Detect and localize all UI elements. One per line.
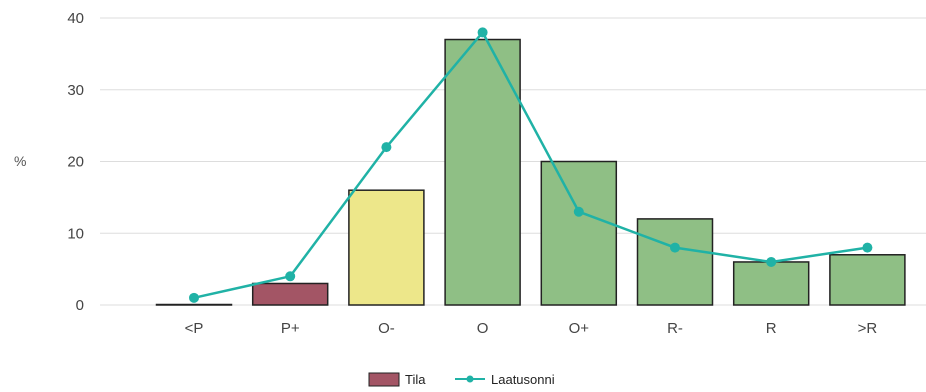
y-axis-label: % (14, 153, 26, 169)
data-point (381, 142, 392, 153)
data-point (189, 292, 199, 303)
x-tick-label: P+ (281, 320, 300, 337)
bar (636, 218, 714, 306)
data-point (573, 206, 584, 217)
legend-swatch-tila (368, 372, 400, 387)
y-axis-ticks: 0 10 20 30 40 (67, 10, 84, 314)
bar (155, 303, 233, 306)
legend-swatch-laatusonni-marker (466, 375, 474, 383)
bar-series (155, 38, 906, 306)
legend-label-tila: Tila (405, 372, 426, 387)
x-tick-label: R- (667, 320, 683, 337)
bar (829, 254, 906, 306)
y-tick-label: 30 (67, 82, 84, 99)
x-tick-label: R (766, 320, 777, 337)
y-tick-label: 0 (76, 297, 84, 314)
bar (540, 160, 618, 306)
bar (251, 282, 329, 306)
data-point (285, 271, 296, 282)
legend-label-laatusonni: Laatusonni (491, 372, 555, 387)
series-line (193, 30, 868, 300)
x-tick-label: O- (378, 320, 395, 337)
y-tick-label: 20 (67, 154, 84, 171)
x-axis-ticks: <P P+ O- O O+ R- R >R (185, 320, 878, 337)
x-tick-label: O (477, 320, 489, 337)
legend: Tila Laatusonni (368, 372, 555, 387)
bar (732, 261, 810, 306)
bar (348, 189, 425, 306)
x-tick-label: O+ (569, 320, 590, 337)
data-point (477, 27, 488, 38)
line-series (189, 27, 873, 303)
y-tick-label: 40 (67, 10, 84, 27)
data-point (670, 242, 680, 253)
x-tick-label: <P (185, 320, 204, 337)
data-point (766, 256, 777, 267)
y-tick-label: 10 (67, 225, 84, 242)
bar (444, 38, 521, 306)
x-tick-label: >R (858, 320, 878, 337)
data-point (862, 242, 873, 253)
